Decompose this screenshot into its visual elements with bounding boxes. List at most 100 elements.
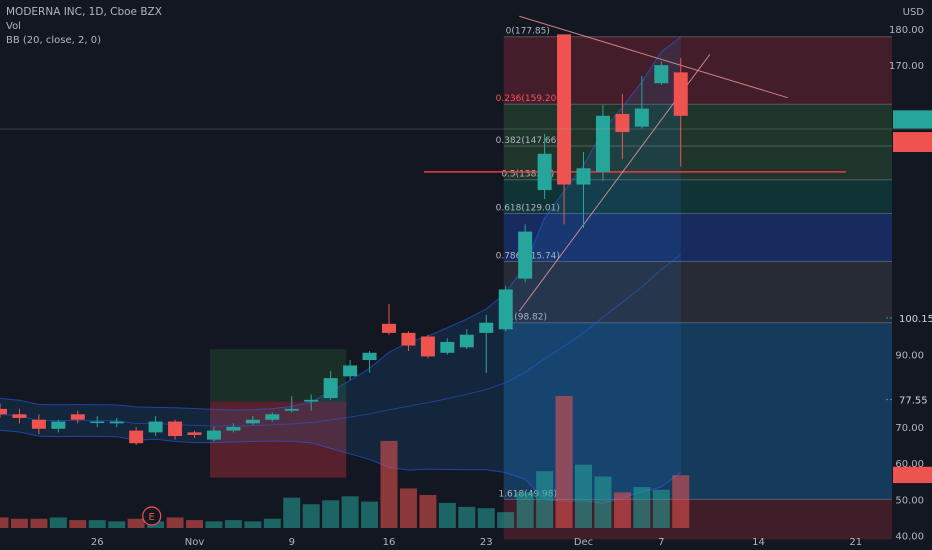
candle-down bbox=[31, 419, 46, 429]
y-tick-label: 70.00 bbox=[895, 423, 924, 434]
earnings-marker bbox=[142, 506, 162, 526]
candle-up bbox=[576, 168, 591, 185]
volume-bar bbox=[283, 497, 301, 528]
y-tick-label: 40.00 bbox=[895, 532, 924, 543]
candle-up bbox=[479, 322, 494, 333]
volume-bar bbox=[633, 487, 651, 528]
volume-bar bbox=[127, 518, 145, 528]
volume-bar bbox=[302, 504, 320, 528]
price-label-bg bbox=[894, 392, 932, 407]
volume-bar bbox=[516, 492, 534, 528]
volume-bar bbox=[30, 518, 48, 528]
bollinger-upper bbox=[0, 36, 682, 411]
candle-up bbox=[518, 231, 533, 279]
volume-bar bbox=[380, 440, 398, 528]
volume-bar bbox=[244, 521, 262, 528]
candle-down bbox=[12, 414, 27, 418]
price-scale-box bbox=[893, 132, 932, 152]
earnings-marker-label: E bbox=[149, 512, 155, 523]
price-scale-box bbox=[893, 466, 932, 484]
fib-level-label: 0.618(129.01) bbox=[496, 203, 560, 213]
y-tick-label: 60.00 bbox=[895, 459, 924, 470]
candle-up bbox=[265, 414, 280, 420]
volume-bar bbox=[575, 464, 592, 528]
price-label: 100.15 bbox=[899, 314, 932, 325]
volume-bar bbox=[186, 520, 203, 528]
fib-level-label: 0.382(147.66) bbox=[496, 136, 560, 146]
candle-up bbox=[323, 378, 338, 399]
candle-up bbox=[537, 153, 552, 190]
volume-bar bbox=[0, 517, 9, 528]
trend-line-resistance bbox=[519, 15, 788, 99]
volume-bar bbox=[322, 500, 340, 528]
x-tick-label: 23 bbox=[480, 537, 493, 548]
price-scale-box bbox=[893, 110, 932, 129]
candle-up bbox=[90, 421, 105, 424]
symbol-title: MODERNA INC, 1D, Cboe BZX bbox=[6, 6, 162, 18]
volume-bar bbox=[438, 502, 456, 528]
candle-up bbox=[595, 115, 610, 172]
price-label: 77.55 bbox=[899, 396, 928, 407]
volume-bar bbox=[69, 520, 87, 528]
volume-bar bbox=[361, 501, 379, 528]
fib-level-label: 0(177.85) bbox=[506, 27, 550, 37]
fib-level-label: 1(98.82) bbox=[508, 313, 547, 323]
x-tick-label: 14 bbox=[752, 537, 765, 548]
x-tick-label: 26 bbox=[91, 537, 104, 548]
candle-up bbox=[284, 408, 299, 411]
candle-up bbox=[459, 334, 474, 348]
projection-target-zone bbox=[210, 349, 347, 402]
volume-bar bbox=[613, 492, 631, 528]
candle-up bbox=[634, 108, 649, 127]
candle-up bbox=[304, 399, 319, 402]
currency-label: USD bbox=[902, 7, 924, 18]
volume-bar bbox=[224, 520, 242, 528]
bollinger-basis bbox=[0, 254, 682, 427]
volume-bar bbox=[399, 488, 417, 528]
candle-up bbox=[51, 421, 66, 429]
volume-bar bbox=[166, 517, 184, 528]
volume-bar bbox=[458, 506, 476, 528]
candle-up bbox=[343, 365, 358, 377]
candle-up bbox=[206, 430, 221, 440]
fib-level-label: 0.5(138.34) bbox=[501, 170, 554, 180]
volume-bar bbox=[341, 496, 359, 528]
candle-down bbox=[420, 336, 435, 357]
volume-bar bbox=[88, 520, 106, 528]
x-tick-label: 7 bbox=[658, 537, 664, 548]
candle-down bbox=[187, 432, 202, 435]
bollinger-legend: BB (20, close, 2, 0) bbox=[6, 35, 101, 46]
candle-up bbox=[109, 421, 124, 424]
fib-level-label: 0.236(159.20) bbox=[496, 94, 560, 104]
x-tick-label: 16 bbox=[383, 537, 396, 548]
x-tick-label: Dec bbox=[574, 537, 593, 548]
volume-bar bbox=[594, 476, 612, 528]
candle-down bbox=[615, 113, 630, 133]
volume-bar bbox=[477, 508, 495, 528]
y-tick-label: 170.00 bbox=[889, 61, 924, 72]
volume-bar bbox=[263, 518, 281, 528]
x-tick-label: Nov bbox=[185, 537, 205, 548]
volume-bar bbox=[672, 475, 690, 528]
volume-bar bbox=[419, 495, 437, 528]
candle-down bbox=[0, 408, 7, 415]
y-tick-label: 90.00 bbox=[895, 351, 924, 362]
candle-down bbox=[168, 421, 183, 437]
candle-up bbox=[498, 289, 513, 330]
price-label-bg bbox=[894, 310, 932, 325]
candle-down bbox=[557, 34, 572, 185]
y-tick-label: 180.00 bbox=[889, 25, 924, 36]
fib-zone bbox=[503, 261, 892, 323]
volume-bar bbox=[497, 512, 515, 528]
candle-up bbox=[654, 65, 669, 84]
volume-bar bbox=[108, 521, 126, 528]
candle-down bbox=[70, 414, 85, 420]
bollinger-fill bbox=[0, 37, 681, 504]
candle-up bbox=[148, 421, 163, 433]
volume-bar bbox=[205, 521, 223, 528]
volume-legend: Vol bbox=[6, 21, 21, 32]
volume-bar bbox=[10, 518, 28, 528]
volume-bar bbox=[536, 471, 554, 528]
